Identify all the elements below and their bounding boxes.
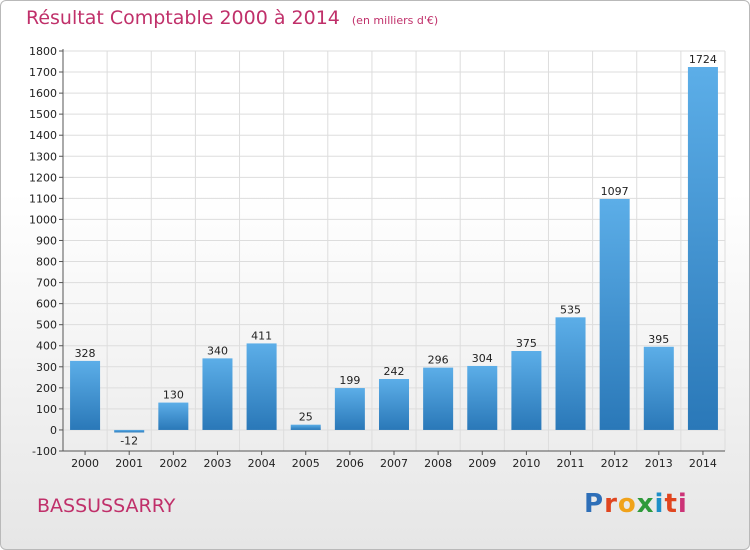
bar — [467, 365, 498, 430]
data-label: -12 — [120, 434, 138, 447]
title-row: Résultat Comptable 2000 à 2014 (en milli… — [26, 7, 438, 29]
data-label: 130 — [163, 389, 184, 402]
bar — [511, 351, 542, 430]
bar — [599, 199, 630, 430]
data-label: 304 — [472, 352, 493, 365]
x-tick-label: 2010 — [512, 457, 540, 470]
y-tick-label: 100 — [36, 403, 57, 416]
data-label: 375 — [516, 337, 537, 350]
x-tick-label: 2003 — [203, 457, 231, 470]
bar — [290, 424, 321, 430]
bar — [334, 388, 365, 430]
logo-letter: x — [636, 489, 655, 519]
x-tick-label: 2006 — [336, 457, 364, 470]
data-label: 25 — [299, 411, 313, 424]
data-label: 395 — [648, 333, 669, 346]
bar — [378, 379, 410, 430]
data-label: 1724 — [689, 53, 717, 66]
data-label: 296 — [428, 354, 449, 367]
y-tick-label: 1700 — [29, 66, 57, 79]
y-tick-label: 500 — [36, 319, 57, 332]
bar — [114, 429, 145, 433]
bar — [423, 367, 454, 430]
chart-title: Résultat Comptable 2000 à 2014 — [26, 7, 340, 29]
y-tick-label: 400 — [36, 340, 57, 353]
place-name: BASSUSSARRY — [37, 495, 176, 517]
data-label: 411 — [251, 329, 272, 342]
y-tick-label: 1400 — [29, 129, 57, 142]
y-tick-label: 300 — [36, 361, 57, 374]
data-label: 328 — [75, 347, 96, 360]
bar — [158, 402, 189, 430]
y-tick-label: 800 — [36, 256, 57, 269]
logo-letter: o — [617, 489, 637, 519]
y-tick-label: -100 — [32, 445, 57, 458]
y-tick-label: 1600 — [29, 87, 57, 100]
data-label: 340 — [207, 344, 228, 357]
x-tick-label: 2007 — [380, 457, 408, 470]
bar — [70, 360, 101, 430]
x-tick-label: 2008 — [424, 457, 452, 470]
axis-layer: -100 0 100 200 300 400 500 600 700 800 900 1000 1100… — [29, 45, 725, 470]
x-tick-label: 2014 — [689, 457, 717, 470]
x-tick-label: 2012 — [601, 457, 629, 470]
logo-letter: P — [584, 489, 605, 519]
y-tick-label: 1800 — [29, 45, 57, 58]
logo-letter: t — [664, 489, 678, 519]
bar — [246, 343, 277, 430]
bar — [643, 346, 674, 430]
y-tick-label: 600 — [36, 298, 57, 311]
x-tick-label: 2009 — [468, 457, 496, 470]
data-label: 535 — [560, 303, 581, 316]
x-tick-label: 2000 — [71, 457, 99, 470]
y-tick-label: 1100 — [29, 192, 57, 205]
y-tick-label: 1200 — [29, 171, 57, 184]
data-label: 199 — [339, 374, 360, 387]
y-tick-label: 700 — [36, 277, 57, 290]
bar — [687, 67, 718, 430]
y-tick-label: 1300 — [29, 150, 57, 163]
bar — [555, 317, 586, 430]
x-tick-label: 2013 — [645, 457, 673, 470]
x-tick-label: 2011 — [557, 457, 585, 470]
bar-layer: 328 -12 130 340 411 25 199 242 296 304 375 535 1097 3… — [70, 53, 718, 447]
x-tick-label: 2001 — [115, 457, 143, 470]
x-tick-label: 2002 — [159, 457, 187, 470]
y-tick-label: 0 — [50, 424, 57, 437]
bar — [202, 358, 233, 430]
chart-subtitle: (en milliers d'€) — [351, 14, 439, 27]
x-tick-label: 2004 — [248, 457, 276, 470]
logo-letter: i — [677, 489, 688, 519]
y-tick-label: 1000 — [29, 213, 57, 226]
proxiti-logo: Proxiti — [584, 489, 688, 519]
logo-letter: r — [604, 489, 618, 519]
y-tick-label: 900 — [36, 234, 57, 247]
y-tick-label: 1500 — [29, 108, 57, 121]
x-tick-label: 2005 — [292, 457, 320, 470]
logo-letter: i — [654, 489, 665, 519]
data-label: 1097 — [601, 185, 629, 198]
y-tick-label: 200 — [36, 382, 57, 395]
data-label: 242 — [384, 365, 405, 378]
